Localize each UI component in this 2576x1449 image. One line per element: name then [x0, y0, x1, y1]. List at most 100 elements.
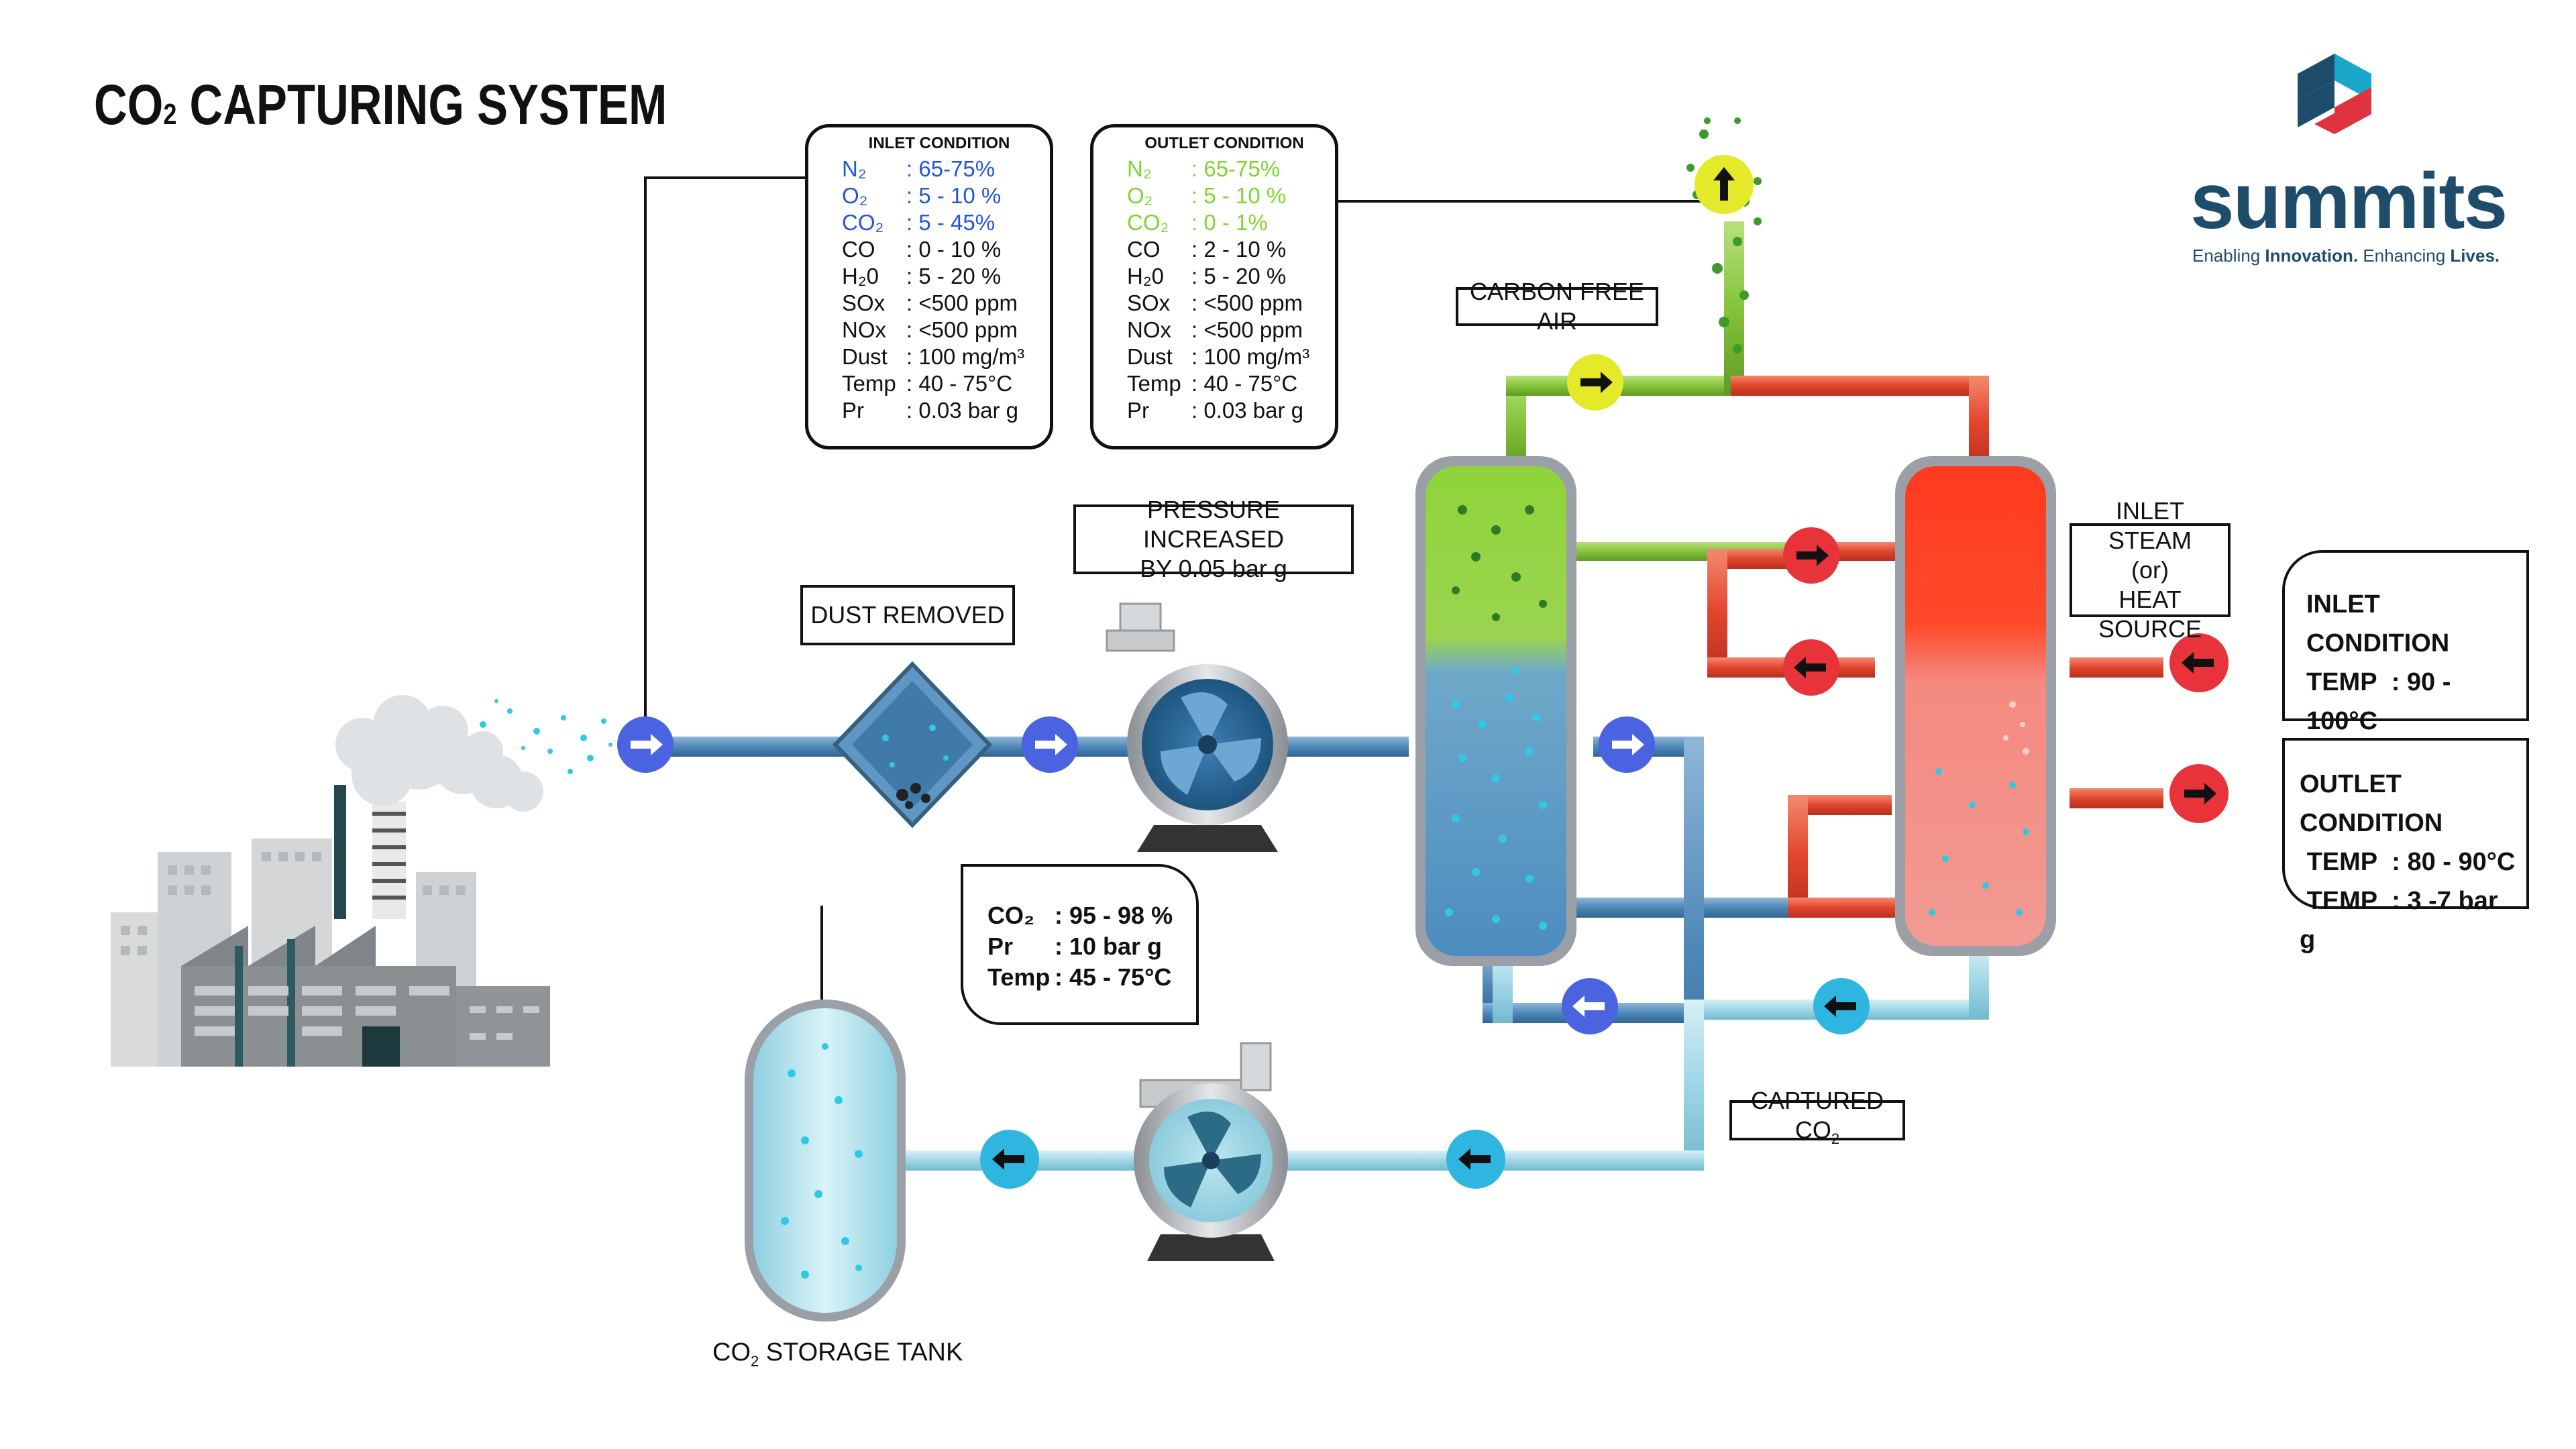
row-key: CO — [842, 237, 875, 262]
row-value: : 0.03 bar g — [1191, 398, 1303, 423]
outlet-rows: N₂: 65-75% O₂: 5 - 10 % CO₂ : 0 - 1% CO: 2 -… — [1127, 156, 1322, 424]
steam-inlet-temp: TEMP : 90 - 100°C — [2306, 668, 2451, 735]
outlet-box-title: OUTLET CONDITION — [1144, 134, 1304, 152]
outlet-row: Temp : 40 - 75°C — [1127, 370, 1322, 397]
arrow-left-icon — [1813, 978, 1870, 1034]
arrow-right-icon — [1022, 716, 1078, 773]
flow-arrows — [617, 155, 2229, 1189]
co2-rows: CO₂: 95 - 98 % Pr: 10 bar g Temp: 45 - 75°… — [987, 900, 1189, 993]
inlet-rows: N₂ : 65-75% O₂: 5 - 10 % CO₂ : 5 - 45% CO : 0 … — [842, 156, 1036, 424]
row-key: CO₂ — [842, 210, 884, 235]
page-title: CO2 CAPTURING SYSTEM — [94, 73, 667, 136]
row-key: Temp — [842, 371, 896, 396]
arrow-right-icon — [1599, 716, 1655, 773]
brand-tagline: Enabling Innovation. Enhancing Lives. — [2192, 246, 2500, 266]
factory-illustration — [111, 695, 612, 1067]
row-value: : 5 - 45% — [906, 210, 996, 235]
blower-fan — [1106, 602, 1288, 852]
steam-outlet-pressure: TEMP : 3 -7 bar g — [2300, 887, 2498, 954]
inlet-row: H₂0: 5 - 20 % — [842, 263, 1036, 290]
inlet-row: Pr : 0.03 bar g — [842, 397, 1036, 424]
connector-lines — [644, 176, 1704, 1000]
brand-name: summits — [2190, 157, 2508, 246]
steam-inlet-title: INLET CONDITION — [2306, 590, 2450, 657]
co2-row: Temp: 45 - 75°C — [987, 962, 1189, 993]
outlet-row: O₂: 5 - 10 % — [1127, 182, 1322, 209]
row-key: SOx — [1127, 290, 1171, 315]
summits-logo-mark — [2298, 54, 2371, 134]
row-key: SOx — [842, 290, 885, 315]
row-value: : <500 ppm — [1191, 317, 1303, 342]
arrow-right-icon — [2169, 764, 2229, 823]
inlet-row: CO : 0 - 10 % — [842, 236, 1036, 263]
row-key: Temp — [1127, 371, 1181, 396]
dust-removed-label: DUST REMOVED — [800, 585, 1015, 645]
arrow-left-icon — [1562, 978, 1618, 1034]
row-key: CO — [1127, 237, 1161, 262]
inlet-row: SOx : <500 ppm — [842, 290, 1036, 317]
row-key: NOx — [1127, 317, 1171, 342]
arrow-right-icon — [1567, 354, 1623, 411]
row-key: H₂0 — [1127, 264, 1164, 288]
steam-outlet-temp: TEMP : 80 - 90°C — [2306, 848, 2516, 876]
row-value: : 100 mg/m³ — [1191, 344, 1310, 369]
steam-inlet-condition-box: INLET CONDITION TEMP : 90 - 100°C TEMP :… — [2282, 550, 2529, 813]
arrow-left-icon — [1446, 1130, 1505, 1189]
steam-outlet-condition-box: OUTLET CONDITION TEMP : 80 - 90°C TEMP :… — [2282, 738, 2529, 954]
row-value: : 5 - 20 % — [1191, 264, 1287, 288]
row-value: : <500 ppm — [906, 317, 1018, 342]
storage-tank — [745, 1000, 906, 1322]
row-key: CO₂ — [1127, 210, 1169, 235]
co2-compressor — [1134, 1042, 1288, 1261]
row-value: : 40 - 75°C — [906, 371, 1013, 396]
outlet-row: H₂0 : 5 - 20 % — [1127, 263, 1322, 290]
outlet-row: N₂: 65-75% — [1127, 156, 1322, 182]
inlet-row: Dust: 100 mg/m³ — [842, 343, 1036, 370]
arrow-right-icon — [617, 716, 674, 773]
arrow-left-icon — [980, 1130, 1039, 1189]
inlet-row: NOx : <500 ppm — [842, 317, 1036, 343]
outlet-row: SOx : <500 ppm — [1127, 290, 1322, 317]
row-value: : 0 - 1% — [1191, 210, 1268, 235]
co2-product-box: CO₂: 95 - 98 % Pr: 10 bar g Temp: 45 - 75°… — [961, 864, 1199, 1025]
co2-row: CO₂: 95 - 98 % — [987, 900, 1189, 931]
inlet-steam-label: INLET STEAM (or) HEAT SOURCE — [2070, 497, 2231, 643]
inlet-row: N₂ : 65-75% — [842, 156, 1036, 182]
inlet-box-title: INLET CONDITION — [868, 134, 1010, 152]
row-value: : 5 - 20 % — [906, 264, 1002, 288]
outlet-row: NOx : <500 ppm — [1127, 317, 1322, 343]
absorber-column — [1415, 456, 1576, 966]
row-value: : 65-75% — [906, 156, 996, 181]
row-value: : <500 ppm — [906, 290, 1018, 315]
outlet-condition-box: OUTLET CONDITION N₂: 65-75% O₂: 5 - 10 % C… — [1090, 124, 1338, 449]
carbon-free-air-label: CARBON FREE AIR — [1456, 278, 1658, 335]
outlet-row: CO: 2 - 10 % — [1127, 236, 1322, 263]
row-key: Pr — [987, 932, 1014, 960]
inlet-row: O₂: 5 - 10 % — [842, 182, 1036, 209]
row-value: : 5 - 10 % — [1191, 183, 1287, 208]
row-key: Pr — [842, 398, 864, 423]
row-key: N₂ — [1127, 156, 1152, 181]
row-value: : 0.03 bar g — [906, 398, 1018, 423]
row-value: : 100 mg/m³ — [906, 344, 1025, 369]
outlet-row: CO₂ : 0 - 1% — [1127, 209, 1322, 236]
row-value: : 95 - 98 % — [1055, 902, 1173, 929]
arrow-right-icon — [1783, 527, 1839, 584]
row-key: Dust — [1127, 344, 1173, 369]
co2-row: Pr: 10 bar g — [987, 931, 1189, 962]
inlet-row: Temp : 40 - 75°C — [842, 370, 1036, 397]
row-value: : 0 - 10 % — [906, 237, 1002, 262]
pressure-increased-label: PRESSURE INCREASED BY 0.05 bar g — [1073, 496, 1354, 582]
row-value: : <500 ppm — [1191, 290, 1303, 315]
row-value: : 45 - 75°C — [1055, 963, 1172, 991]
row-key: NOx — [842, 317, 886, 342]
row-value: : 5 - 10 % — [906, 183, 1002, 208]
steam-outlet-title: OUTLET CONDITION — [2300, 770, 2443, 837]
arrow-up-icon — [1695, 155, 1754, 214]
row-key: N₂ — [842, 156, 867, 181]
captured-co2-label: CAPTURED CO2 — [1729, 1087, 1905, 1148]
row-key: Pr — [1127, 398, 1149, 423]
row-value: : 40 - 75°C — [1191, 371, 1298, 396]
